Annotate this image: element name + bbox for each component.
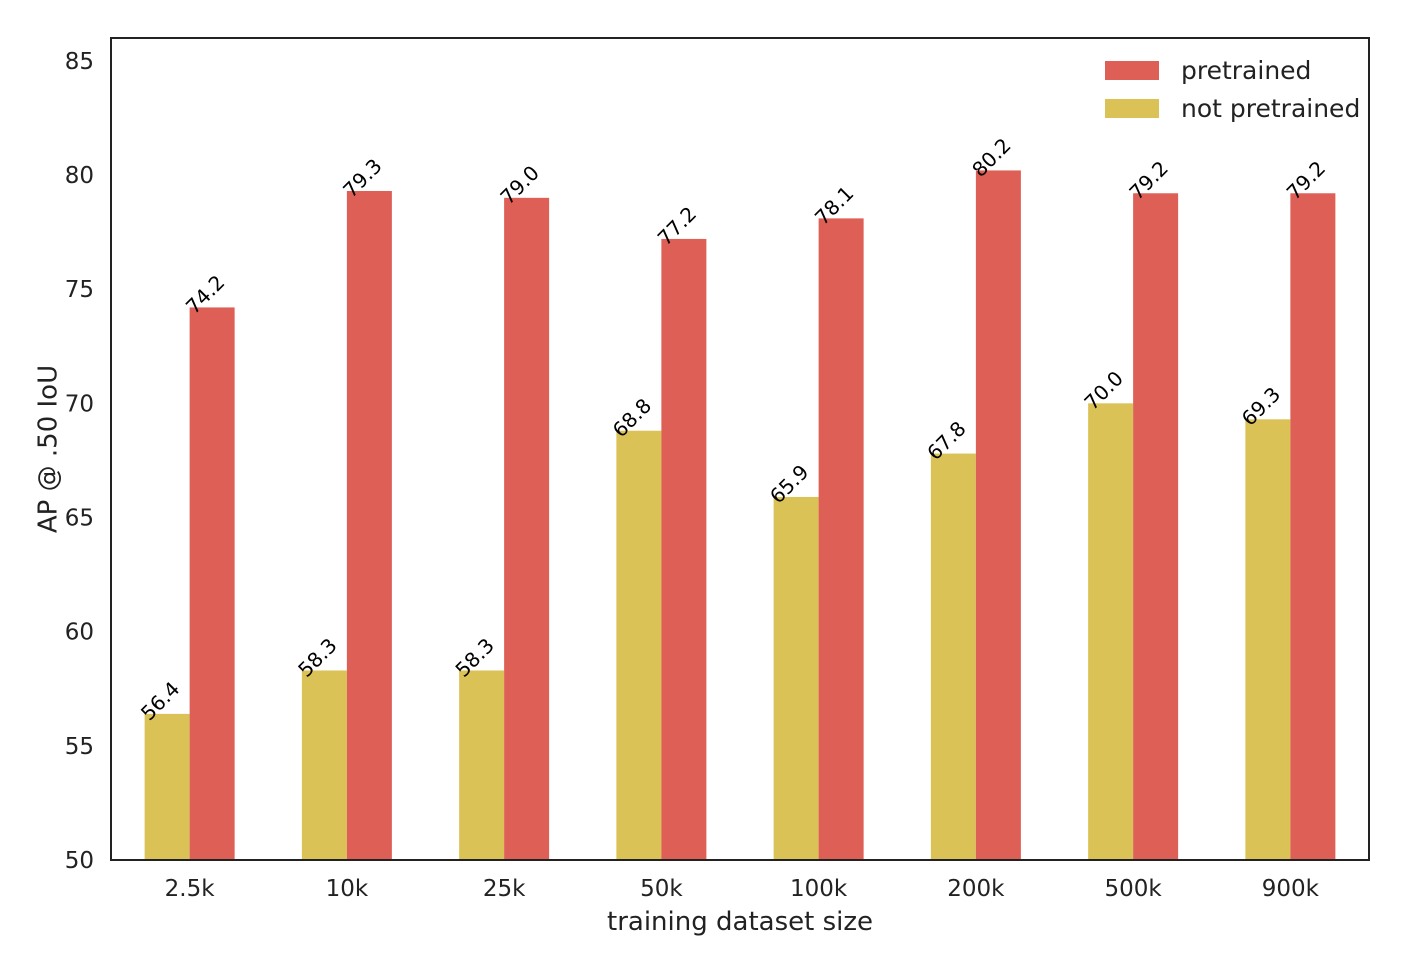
- x-tick-label: 10k: [326, 876, 369, 902]
- x-tick-label: 50k: [640, 876, 683, 902]
- bar-pretrained-2.5k[interactable]: [189, 307, 235, 860]
- legend-label: not pretrained: [1181, 94, 1360, 123]
- bar-pretrained-50k[interactable]: [661, 238, 707, 860]
- legend-swatch: [1105, 99, 1159, 118]
- y-tick-label: 80: [65, 163, 94, 189]
- bar-not-pretrained-50k[interactable]: [616, 430, 662, 860]
- bar-not-pretrained-2.5k[interactable]: [144, 713, 190, 860]
- bar-pretrained-10k[interactable]: [346, 190, 392, 860]
- bar-pretrained-100k[interactable]: [818, 218, 864, 861]
- bar-pretrained-200k[interactable]: [975, 170, 1021, 860]
- bar-pretrained-500k[interactable]: [1133, 193, 1179, 860]
- legend-swatch: [1105, 61, 1159, 80]
- bar-not-pretrained-500k[interactable]: [1088, 403, 1134, 860]
- legend-item-pretrained[interactable]: pretrained: [1105, 56, 1311, 85]
- y-tick-label: 85: [65, 49, 94, 75]
- bars-layer: [144, 170, 1336, 861]
- x-tick-label: 100k: [790, 876, 848, 902]
- x-tick-label: 500k: [1105, 876, 1163, 902]
- x-tick-label: 2.5k: [165, 876, 216, 902]
- y-tick-label: 55: [65, 734, 94, 760]
- y-tick-label: 65: [65, 506, 94, 532]
- y-tick-label: 70: [65, 391, 94, 417]
- bar-not-pretrained-25k[interactable]: [459, 670, 505, 860]
- y-axis-ticks: 50 55 60 65 70 75 80 85: [65, 49, 94, 874]
- bar-pretrained-900k[interactable]: [1290, 193, 1336, 860]
- bar-not-pretrained-200k[interactable]: [930, 453, 976, 860]
- bar-not-pretrained-100k[interactable]: [773, 496, 819, 860]
- y-axis-title: AP @ .50 IoU: [34, 365, 64, 533]
- x-tick-label: 900k: [1262, 876, 1320, 902]
- legend[interactable]: pretrained not pretrained: [1105, 56, 1360, 123]
- x-tick-label: 25k: [483, 876, 526, 902]
- legend-label: pretrained: [1181, 56, 1311, 85]
- bar-pretrained-25k[interactable]: [504, 197, 550, 861]
- y-tick-label: 75: [65, 277, 94, 303]
- y-tick-label: 60: [65, 620, 94, 646]
- legend-item-not-pretrained[interactable]: not pretrained: [1105, 94, 1360, 123]
- x-axis-title: training dataset size: [607, 907, 873, 937]
- bar-not-pretrained-10k[interactable]: [301, 670, 347, 860]
- y-tick-label: 50: [65, 848, 94, 874]
- bar-not-pretrained-900k[interactable]: [1245, 419, 1291, 860]
- plot-frame: [110, 37, 1370, 861]
- x-tick-label: 200k: [947, 876, 1005, 902]
- x-axis-ticks: 2.5k 10k 25k 50k 100k 200k 500k 900k: [165, 876, 1320, 902]
